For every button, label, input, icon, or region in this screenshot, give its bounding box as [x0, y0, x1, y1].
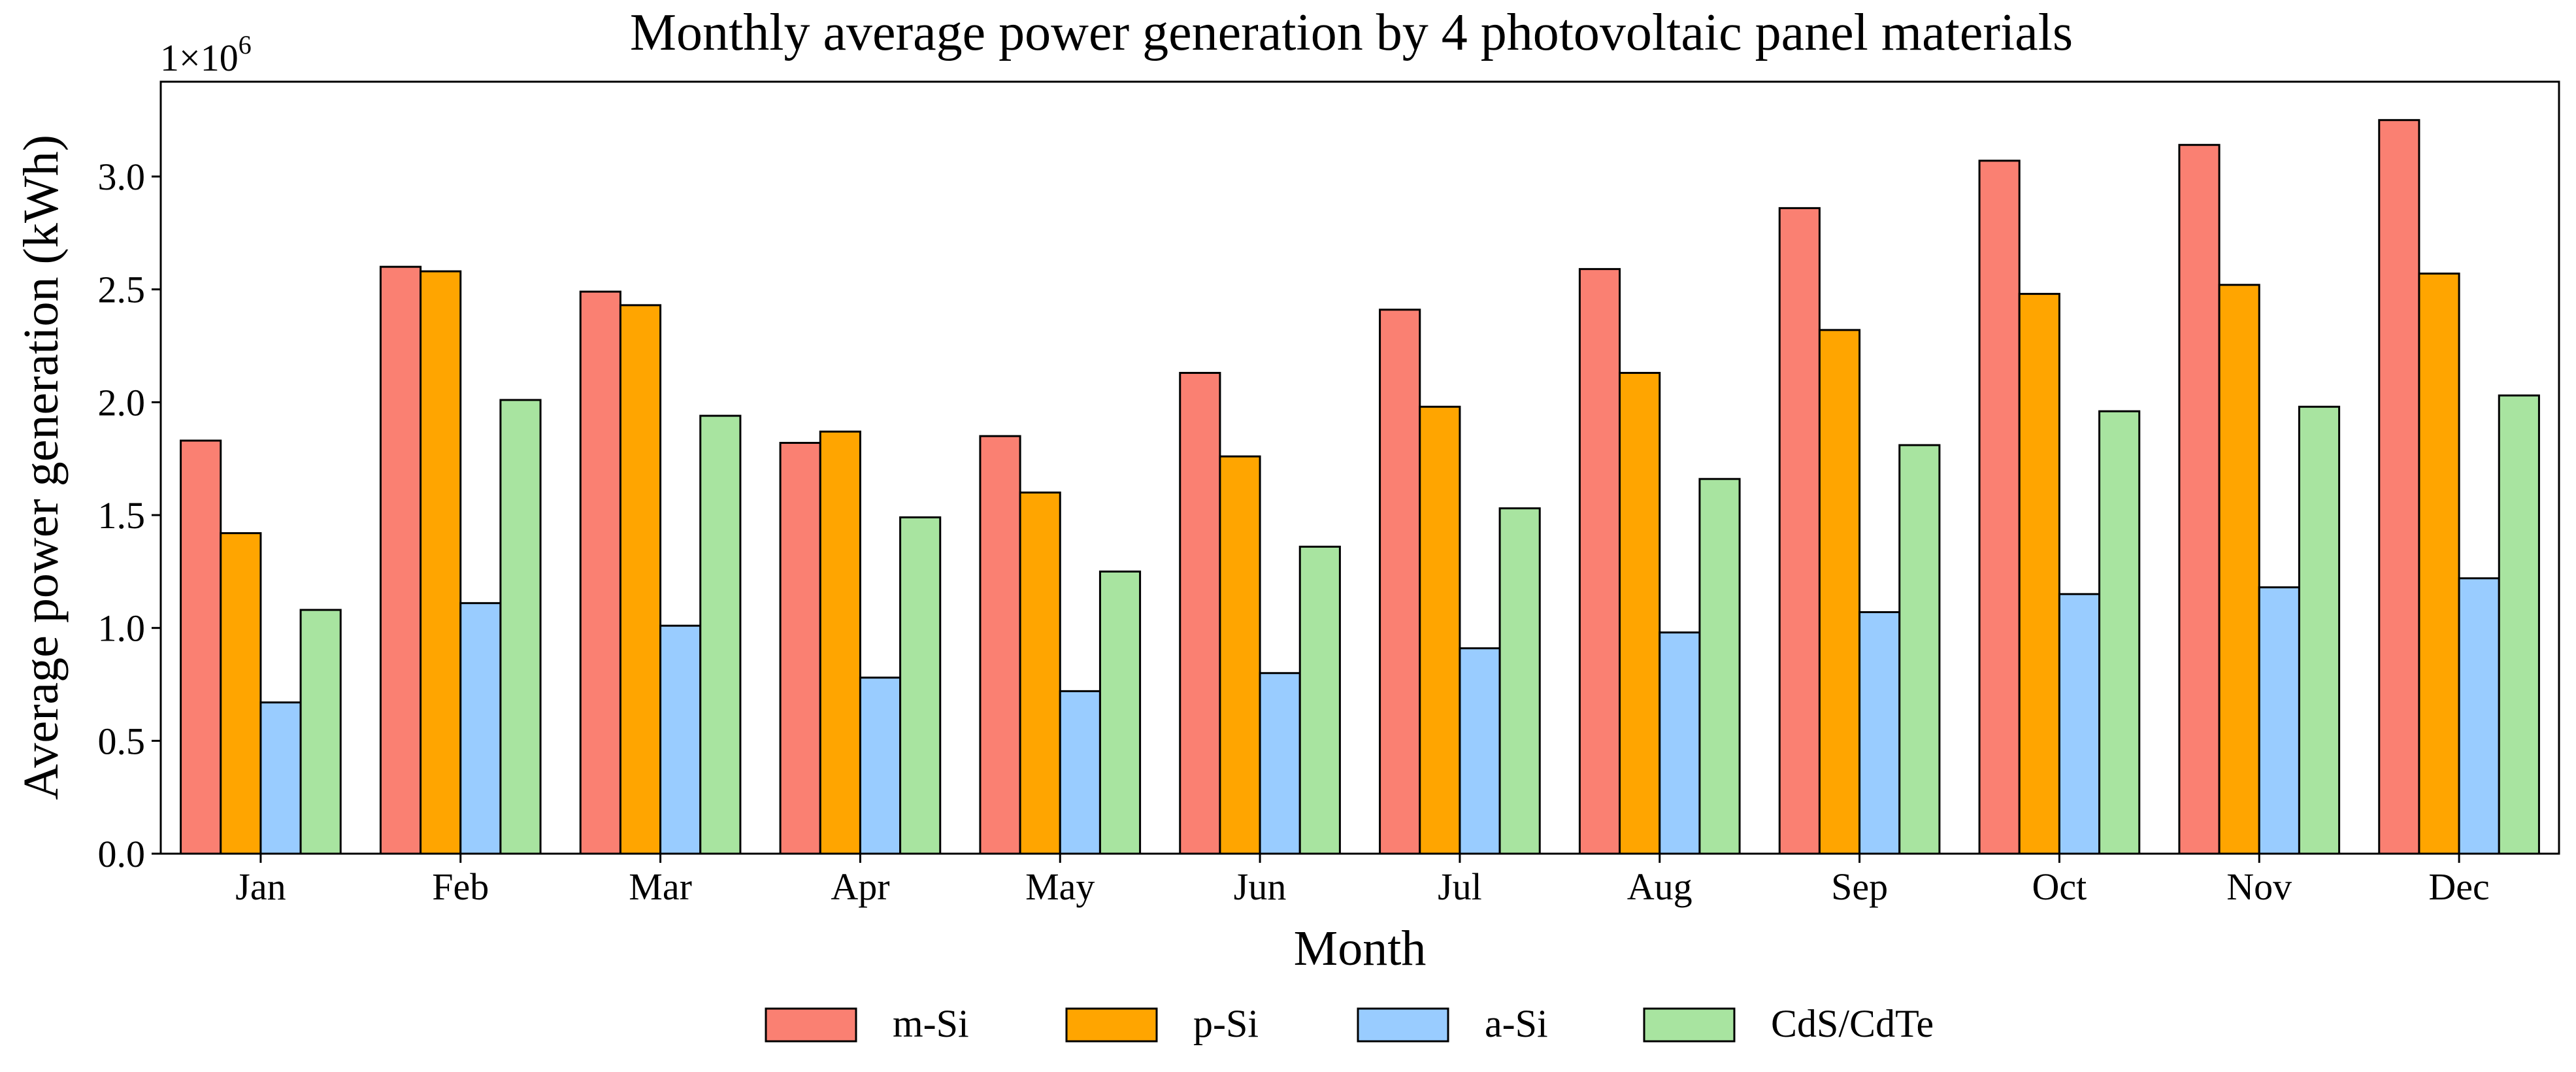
- bar: [1858, 611, 1901, 855]
- bars: [180, 119, 2540, 855]
- bar: [1619, 371, 1661, 855]
- bar: [819, 430, 861, 855]
- x-tick-label: Nov: [2226, 865, 2292, 908]
- bar: [2218, 284, 2260, 855]
- bar: [379, 265, 422, 855]
- legend-label: CdS/CdTe: [1771, 1002, 1934, 1045]
- legend-swatch: [1357, 1007, 1449, 1043]
- y-multiplier-exponent: 6: [239, 30, 252, 59]
- series-p-si: [220, 270, 2460, 855]
- bar: [1818, 329, 1861, 855]
- bar: [2298, 405, 2341, 855]
- bar: [1298, 545, 1341, 855]
- bar: [180, 439, 222, 855]
- bar: [1778, 207, 1821, 855]
- bar: [499, 399, 542, 855]
- legend-swatch: [1643, 1007, 1736, 1043]
- legend-label: p-Si: [1193, 1002, 1259, 1045]
- bar: [1379, 309, 1421, 855]
- y-tick-label: 1.5: [98, 494, 146, 537]
- bar: [1698, 478, 1741, 855]
- x-tick-label: Oct: [2032, 865, 2087, 908]
- bar: [2418, 273, 2460, 855]
- bar: [2058, 593, 2101, 855]
- y-tick-label: 3.0: [98, 156, 146, 198]
- x-axis-label: Month: [1294, 921, 1427, 976]
- y-axis: 0.0 0.5 1.0 1.5 2.0 2.5 3.0: [98, 156, 161, 875]
- bar: [259, 701, 302, 855]
- x-tick-label: Dec: [2428, 865, 2489, 908]
- y-tick-label: 2.5: [98, 269, 146, 311]
- chart-title: Monthly average power generation by 4 ph…: [630, 4, 2073, 61]
- bar: [420, 270, 462, 855]
- bar: [2458, 577, 2500, 855]
- bar: [859, 677, 902, 855]
- x-tick-label: Sep: [1831, 865, 1888, 908]
- x-tick-label: Jul: [1438, 865, 1482, 908]
- legend-item: m-Si: [765, 1002, 969, 1045]
- legend-item: CdS/CdTe: [1643, 1002, 1934, 1045]
- bar: [2098, 410, 2141, 855]
- bar: [1978, 159, 2021, 855]
- bar: [2018, 293, 2060, 855]
- bar: [699, 414, 742, 855]
- x-tick-label: May: [1025, 865, 1095, 908]
- series-cds-cdte: [299, 394, 2540, 855]
- x-tick-label: Aug: [1627, 865, 1693, 908]
- x-tick-label: Feb: [432, 865, 489, 908]
- bar: [1898, 444, 1941, 855]
- bar: [1059, 690, 1101, 855]
- legend-item: a-Si: [1357, 1002, 1548, 1045]
- bar: [299, 609, 342, 855]
- bar: [1419, 405, 1461, 855]
- bar: [1459, 647, 1501, 855]
- y-tick-label: 1.0: [98, 607, 146, 650]
- x-axis: Jan Feb Mar Apr May Jun Jul Aug Sep Oct Nov Dec: [235, 854, 2490, 908]
- bar: [2258, 586, 2300, 855]
- legend-swatch: [765, 1007, 857, 1043]
- y-multiplier-base: 1×10: [160, 37, 239, 79]
- bar: [619, 304, 662, 855]
- legend-label: m-Si: [893, 1002, 969, 1045]
- legend-swatch: [1065, 1007, 1158, 1043]
- bar: [779, 442, 821, 855]
- x-tick-label: Jan: [235, 865, 286, 908]
- bar: [1498, 507, 1541, 855]
- legend-label: a-Si: [1485, 1002, 1548, 1045]
- bar: [659, 624, 702, 855]
- y-tick-label: 2.0: [98, 381, 146, 424]
- bar: [979, 435, 1021, 855]
- bar: [1659, 631, 1701, 855]
- bar: [1219, 455, 1261, 855]
- bar: [2178, 144, 2221, 855]
- y-tick-label: 0.0: [98, 833, 146, 875]
- bar: [579, 290, 621, 855]
- legend-item: p-Si: [1065, 1002, 1259, 1045]
- bar: [1019, 491, 1061, 855]
- plot-area: [159, 80, 2560, 855]
- bar: [899, 516, 942, 855]
- x-tick-label: Mar: [629, 865, 692, 908]
- bar: [1179, 371, 1221, 855]
- legend: m-Si p-Si a-Si CdS/CdTe: [765, 1002, 1934, 1045]
- x-tick-label: Jun: [1234, 865, 1287, 908]
- plot-frame: [159, 80, 2560, 855]
- bar: [459, 602, 502, 855]
- bar: [220, 532, 262, 855]
- series-m-si: [180, 119, 2420, 855]
- bar: [2378, 119, 2420, 855]
- bar: [1578, 268, 1621, 855]
- bar: [2498, 394, 2540, 855]
- series-a-si: [259, 577, 2500, 855]
- y-axis-label: Average power generation (kWh): [14, 135, 69, 800]
- x-tick-label: Apr: [831, 865, 889, 908]
- y-tick-label: 0.5: [98, 720, 146, 762]
- bar: [1098, 570, 1142, 855]
- bar: [1259, 672, 1301, 855]
- y-multiplier: 1×106: [160, 30, 252, 79]
